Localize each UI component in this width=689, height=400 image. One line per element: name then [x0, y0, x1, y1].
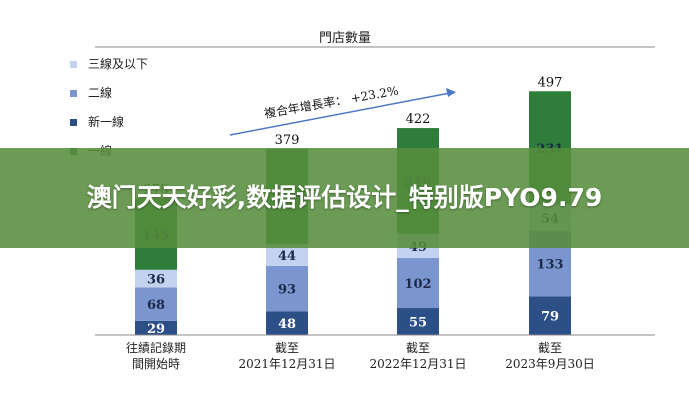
- bar-value-label: 133: [536, 258, 563, 273]
- legend-swatch: [70, 61, 77, 68]
- bar-value-label: 44: [278, 249, 296, 264]
- bar-segment: [397, 308, 439, 335]
- x-tick-label: 截至: [406, 341, 430, 355]
- x-tick-label: 2023年9月30日: [505, 357, 594, 371]
- bar-segment: [266, 244, 308, 266]
- bar-segment: [135, 269, 177, 288]
- bar-value-label: 55: [409, 316, 427, 331]
- legend-label: 二線: [88, 85, 112, 100]
- bar-segment: [135, 287, 177, 321]
- growth-arrow: [229, 92, 451, 136]
- x-tick-label: 截至: [275, 341, 299, 355]
- bar-segment: [529, 296, 571, 335]
- bar-total-label: 379: [275, 133, 300, 148]
- bar-value-label: 93: [278, 283, 296, 298]
- x-tick-label: 2022年12月31日: [369, 357, 466, 371]
- x-tick-label: 2021年12月31日: [238, 357, 335, 371]
- growth-annotation: 複合年增長率： +23.2%: [229, 83, 456, 136]
- legend-swatch: [70, 119, 77, 126]
- chart-title: 門店數量: [319, 31, 371, 46]
- x-tick-label: 截至: [538, 341, 562, 355]
- banner-text: 澳门天天好彩,数据评估设计_特别版PYO9.79: [86, 183, 603, 212]
- x-axis-labels: 往績記錄期間開始時截至2021年12月31日截至2022年12月31日截至202…: [126, 340, 595, 371]
- bar-value-label: 48: [278, 317, 296, 332]
- bar-value-label: 79: [541, 310, 559, 325]
- legend-label: 三線及以下: [88, 56, 148, 71]
- x-tick-label: 往績記錄期: [126, 340, 186, 355]
- bar-segment: [397, 258, 439, 309]
- bar-segment: [135, 320, 177, 335]
- watermark-banner: 澳门天天好彩,数据评估设计_特别版PYO9.79: [0, 148, 689, 248]
- bar-value-label: 36: [147, 273, 165, 288]
- bar-value-label: 68: [147, 298, 165, 313]
- x-tick-label: 間開始時: [132, 357, 180, 371]
- legend: 三線及以下二線新一線一線: [70, 56, 148, 158]
- bar-total-label: 422: [406, 112, 431, 127]
- legend-swatch: [70, 90, 77, 97]
- legend-label: 新一線: [88, 114, 124, 129]
- bar-segment: [266, 311, 308, 335]
- bar-value-label: 102: [404, 277, 431, 292]
- bar-total-label: 497: [538, 75, 563, 90]
- growth-arrowhead: [446, 88, 456, 97]
- bar-value-label: 29: [147, 322, 165, 337]
- bar-segment: [266, 265, 308, 312]
